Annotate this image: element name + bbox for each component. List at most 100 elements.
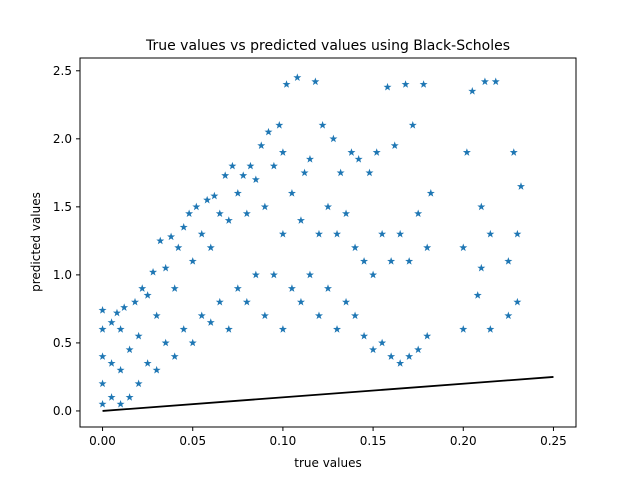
y-axis-label: predicted values [29, 192, 43, 292]
data-point [419, 80, 428, 88]
data-point [408, 121, 417, 129]
data-point [170, 284, 179, 292]
plot-frame [79, 57, 577, 428]
data-point [324, 284, 332, 292]
data-point [342, 209, 351, 218]
y-tick-label: 1.5 [53, 200, 72, 214]
data-point [333, 325, 342, 333]
data-point [405, 257, 414, 265]
data-point [269, 270, 278, 279]
data-point [185, 209, 194, 218]
data-point [188, 257, 197, 265]
data-point [152, 365, 161, 374]
data-point [314, 229, 323, 238]
data-point [378, 229, 387, 238]
data-point [264, 127, 273, 136]
data-point [462, 148, 471, 156]
data-point [116, 365, 125, 374]
data-point [504, 257, 513, 265]
data-point [125, 345, 134, 354]
y-tick-label: 0.5 [53, 336, 72, 350]
data-point [260, 202, 269, 211]
data-point [477, 263, 486, 272]
data-point [116, 325, 125, 333]
data-point [233, 189, 242, 197]
data-point [305, 155, 314, 163]
data-point [372, 148, 381, 156]
data-point [161, 263, 170, 272]
x-tick-label: 0.15 [360, 434, 387, 448]
data-point [224, 325, 233, 333]
data-point [107, 393, 116, 401]
data-point [324, 202, 332, 211]
data-point [329, 134, 338, 143]
data-point [161, 338, 170, 347]
data-point [98, 379, 107, 388]
data-point [278, 325, 287, 333]
x-tick-label: 0.05 [179, 434, 206, 448]
data-point [242, 297, 251, 306]
data-point [98, 325, 107, 333]
data-point [459, 243, 468, 252]
data-point [396, 229, 405, 238]
data-point [282, 80, 291, 88]
data-point [473, 291, 482, 299]
y-axis: 0.0 0.5 1.0 1.5 2.0 2.5 [53, 64, 80, 418]
data-point [414, 345, 423, 354]
data-point [387, 352, 396, 360]
x-tick-label: 0.10 [270, 434, 297, 448]
data-point [513, 297, 522, 306]
data-point [468, 87, 477, 95]
data-point [120, 303, 129, 311]
data-point [342, 297, 351, 306]
data-point [414, 209, 423, 218]
data-point [131, 297, 140, 306]
data-point [125, 393, 134, 401]
reference-line-layer [102, 376, 554, 412]
data-point [509, 148, 518, 156]
y-tick-label: 2.0 [53, 132, 72, 146]
data-point [134, 379, 143, 388]
data-point [134, 331, 143, 340]
data-point [360, 257, 369, 265]
data-point [311, 77, 320, 86]
data-point [210, 191, 219, 200]
data-point [246, 161, 255, 170]
data-point [347, 148, 356, 156]
data-point [401, 80, 410, 88]
data-point [107, 318, 116, 326]
data-point [215, 297, 224, 306]
data-point [107, 359, 116, 367]
data-point [491, 77, 500, 86]
data-point [98, 399, 107, 408]
x-axis: 0.00 0.05 0.10 0.15 0.20 0.25 [89, 427, 567, 448]
data-point [278, 229, 287, 238]
data-point [206, 243, 215, 252]
x-tick-label: 0.20 [450, 434, 477, 448]
data-point [396, 359, 405, 367]
data-point [98, 306, 107, 314]
data-point [188, 338, 197, 347]
data-point [112, 308, 121, 317]
data-point [513, 229, 522, 238]
data-point [278, 148, 287, 156]
data-point [197, 229, 206, 238]
data-point [296, 297, 305, 306]
data-point [149, 267, 158, 276]
data-point [98, 352, 107, 360]
data-point [333, 229, 342, 238]
data-point [360, 331, 369, 340]
chart-title: True values vs predicted values using Bl… [145, 38, 510, 54]
data-point [287, 189, 296, 197]
data-point [426, 189, 435, 197]
data-point [486, 325, 495, 333]
data-point [390, 141, 399, 150]
data-point [275, 121, 284, 129]
data-point [179, 325, 188, 333]
data-point [206, 318, 215, 326]
x-tick-label: 0.25 [540, 434, 567, 448]
data-point [486, 229, 495, 238]
data-point [174, 243, 183, 252]
data-point [167, 232, 176, 241]
data-point [423, 243, 432, 252]
